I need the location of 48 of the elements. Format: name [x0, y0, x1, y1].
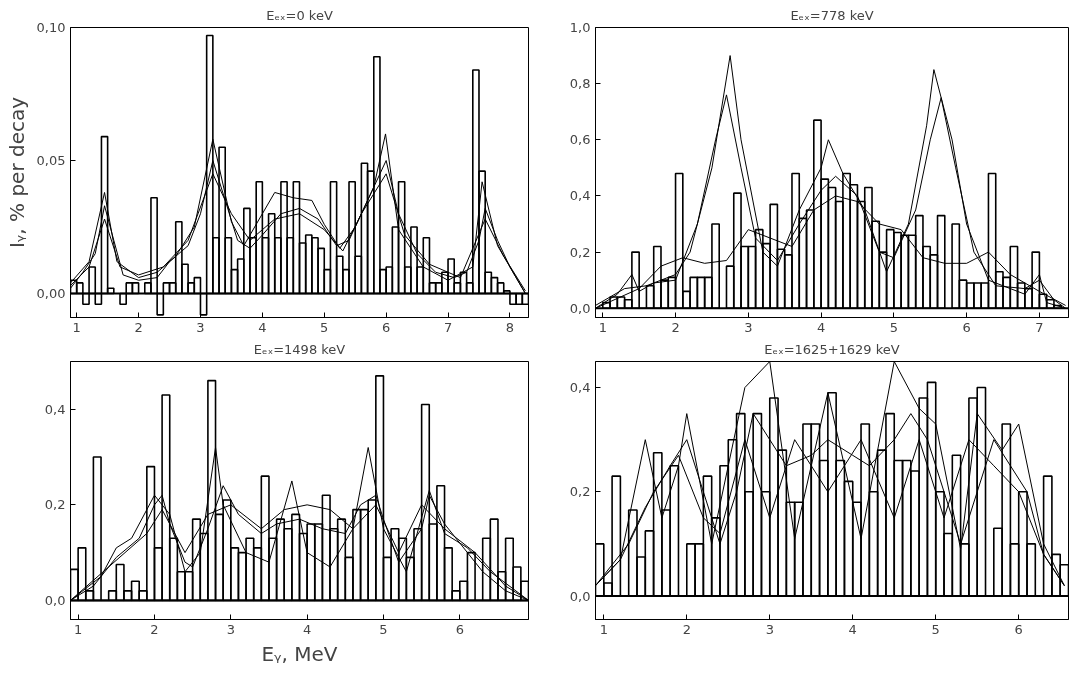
- x-tick-label: 2: [134, 319, 143, 335]
- x-tick-label: 1: [72, 319, 81, 335]
- y-tick-label: 0,2: [44, 497, 66, 513]
- x-tick-label: 2: [150, 621, 159, 637]
- y-tick-label: 0,00: [36, 286, 66, 302]
- y-tick-label: 0,05: [36, 153, 66, 169]
- x-tick-label: 5: [931, 621, 940, 637]
- y-axis-title: Iᵧ, % per decay: [4, 96, 29, 249]
- y-tick-label: 1,0: [569, 20, 591, 35]
- y-tick-label: 0,10: [36, 20, 66, 35]
- x-tick-label: 3: [765, 621, 774, 637]
- x-tick-label: 3: [744, 319, 753, 335]
- chart-title: Eₑₓ=0 keV: [266, 7, 333, 23]
- y-tick-label: 0,4: [569, 188, 591, 204]
- x-tick-label: 3: [226, 621, 235, 637]
- x-tick-label: 5: [889, 319, 898, 335]
- y-tick-label: 0,4: [569, 380, 591, 396]
- x-tick-label: 5: [320, 319, 329, 335]
- x-tick-label: 6: [1014, 621, 1023, 637]
- x-tick-label: 4: [816, 319, 826, 335]
- x-tick-label: 7: [1035, 319, 1044, 335]
- x-tick-label: 7: [443, 319, 453, 335]
- chart-title: Eₑₓ=778 keV: [790, 7, 874, 23]
- y-tick-label: 0,2: [569, 484, 591, 500]
- x-tick-label: 4: [258, 319, 267, 335]
- y-tick-label: 0,0: [44, 592, 66, 608]
- chart-title: Eₑₓ=1625+1629 keV: [764, 341, 900, 357]
- y-tick-label: 0,2: [569, 244, 591, 260]
- x-axis-title: Eᵧ, MeV: [261, 641, 338, 666]
- x-tick-label: 5: [379, 621, 388, 637]
- x-tick-label: 1: [598, 319, 607, 335]
- chart-title: Eₑₓ=1498 keV: [253, 341, 346, 357]
- y-tick-label: 0,4: [44, 401, 66, 417]
- x-tick-label: 4: [848, 621, 857, 637]
- y-tick-label: 0,0: [569, 588, 591, 604]
- x-tick-label: 4: [303, 621, 312, 637]
- x-tick-label: 1: [599, 621, 608, 637]
- x-tick-label: 2: [682, 621, 691, 637]
- x-tick-label: 6: [455, 621, 464, 637]
- y-tick-label: 0,8: [569, 76, 591, 92]
- x-tick-label: 8: [505, 319, 515, 335]
- x-tick-label: 6: [382, 319, 391, 335]
- y-tick-label: 0,0: [569, 300, 591, 316]
- x-tick-label: 1: [74, 621, 83, 637]
- x-tick-label: 2: [671, 319, 680, 335]
- x-tick-label: 3: [196, 319, 205, 335]
- y-tick-label: 0,6: [569, 132, 591, 148]
- x-tick-label: 6: [962, 319, 971, 335]
